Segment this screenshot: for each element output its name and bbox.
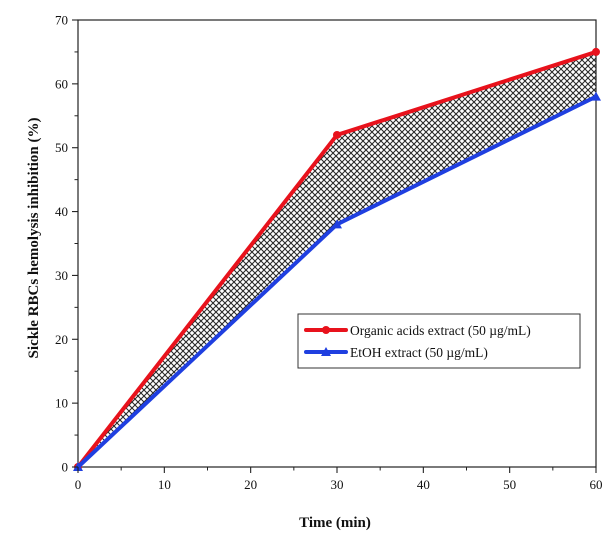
- ticks-layer: 0 10 20 30 40 50 60 0 10 20 30 40 50 60 70: [55, 13, 603, 493]
- y-tick-label: 30: [55, 268, 68, 283]
- hatched-region-between-series: [78, 51, 596, 468]
- legend-layer: Organic acids extract (50 µg/mL) EtOH ext…: [297, 313, 581, 369]
- y-tick-label: 40: [55, 204, 68, 219]
- x-tick-label: 20: [244, 477, 257, 492]
- legend-label-1: Organic acids extract (50 µg/mL): [350, 323, 531, 338]
- x-axis-title: Time (min): [299, 515, 371, 531]
- y-axis-title: Sickle RBCs hemolysis inhibition (%): [26, 118, 42, 359]
- x-tick-label: 50: [503, 477, 516, 492]
- legend-marker-2: [321, 347, 331, 356]
- legend-label-2: EtOH extract (50 µg/mL): [350, 345, 488, 360]
- x-tick-label: 0: [75, 477, 82, 492]
- x-tick-label: 60: [590, 477, 603, 492]
- x-tick-label: 30: [331, 477, 344, 492]
- x-tick-label: 10: [158, 477, 171, 492]
- series-1-point: [592, 47, 600, 56]
- series-2-point: [332, 219, 342, 229]
- series-2-point: [591, 91, 601, 101]
- y-tick-label: 10: [55, 396, 68, 411]
- y-tick-label: 0: [62, 460, 69, 475]
- y-tick-label: 20: [55, 332, 68, 347]
- hatched-fill-layer: [78, 51, 596, 468]
- y-tick-label: 60: [55, 76, 68, 91]
- series-1-point: [333, 130, 341, 139]
- y-tick-label: 70: [55, 13, 68, 28]
- x-tick-label: 40: [417, 477, 430, 492]
- legend-box: [297, 313, 581, 369]
- series-layer: [73, 47, 601, 471]
- y-tick-label: 50: [55, 140, 68, 155]
- legend-marker-1: [322, 326, 330, 334]
